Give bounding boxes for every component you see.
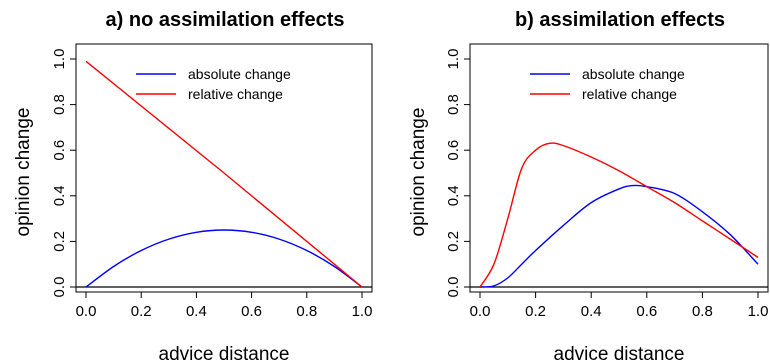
x-tick-label: 0.0 [470,303,491,320]
y-axis-label: opinion change [13,108,34,237]
y-tick-label: 0.0 [445,277,462,298]
y-tick-label: 0.6 [51,140,68,161]
y-tick-label: 0.4 [51,185,68,206]
series-line-relative-change [85,60,363,288]
x-tick-label: 0.4 [186,303,207,320]
x-tick-label: 0.8 [692,303,713,320]
y-tick-label: 0.8 [51,94,68,115]
y-tick-label: 0.8 [445,94,462,115]
x-tick-label: 1.0 [748,303,769,320]
legend-label-absolute-change: absolute change [188,66,291,82]
chart-panel-b: b) assimilation effects 0.0 0.2 0.4 0.6 0.8 1.… [408,9,769,364]
series-line-absolute-change [85,229,363,288]
y-tick-label: 0.0 [51,277,68,298]
legend-label-absolute-change: absolute change [582,66,685,82]
x-axis-label: advice distance [159,344,290,364]
x-tick-label: 0.6 [241,303,262,320]
x-axis-label: advice distance [554,344,685,364]
y-axis-label: opinion change [408,108,429,237]
chart-panel-a: a) no assimilation effects 0.0 0.2 0.4 0.6 0.… [13,9,373,364]
y-tick-label: 1.0 [51,49,68,70]
legend-label-relative-change: relative change [582,86,677,102]
chart-title: b) assimilation effects [515,9,725,31]
plot-frame [469,43,769,293]
x-tick-label: 0.0 [76,303,97,320]
y-tick-label: 0.6 [445,140,462,161]
series-line-relative-change [479,142,759,288]
chart-title: a) no assimilation effects [106,9,345,31]
series-line-absolute-change [479,184,759,288]
x-tick-label: 0.8 [296,303,317,320]
x-tick-label: 0.2 [525,303,546,320]
y-tick-label: 0.2 [445,231,462,252]
y-tick-label: 0.4 [445,185,462,206]
plot-frame [75,43,373,293]
y-tick-label: 0.2 [51,231,68,252]
x-tick-label: 0.6 [636,303,657,320]
x-tick-label: 0.4 [581,303,602,320]
x-tick-label: 1.0 [352,303,373,320]
x-tick-label: 0.2 [131,303,152,320]
legend-label-relative-change: relative change [188,86,283,102]
y-tick-label: 1.0 [445,49,462,70]
